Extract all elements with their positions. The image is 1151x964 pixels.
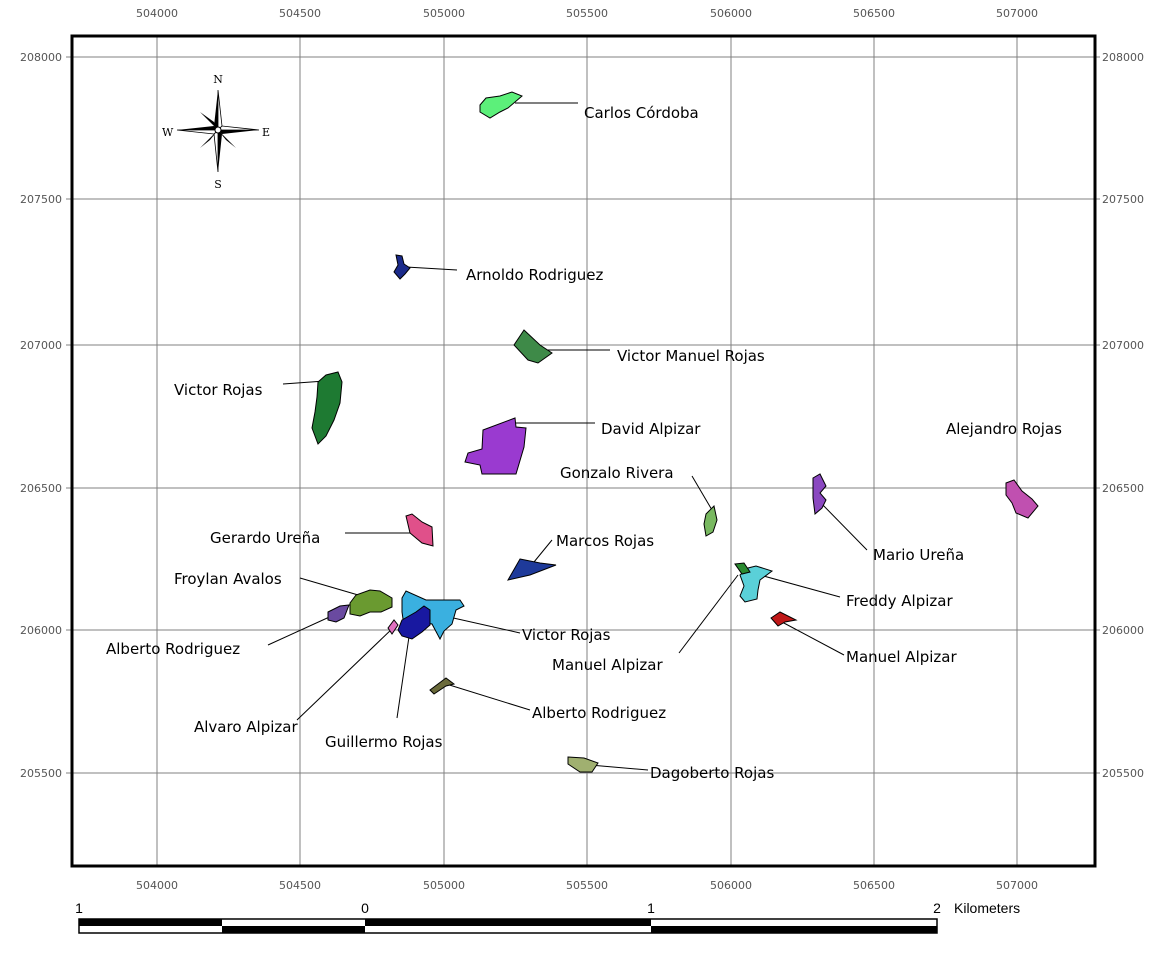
x-tick: 506000 bbox=[710, 879, 752, 892]
parcel-alberto-rodriguez-2[interactable] bbox=[429, 677, 456, 695]
y-tick: 205500 bbox=[20, 767, 62, 780]
scale-unit: Kilometers bbox=[954, 900, 1020, 916]
label-victor-rojas: Victor Rojas bbox=[174, 381, 263, 399]
scale-label: 1 bbox=[75, 900, 83, 916]
scale-label: 2 bbox=[933, 900, 941, 916]
parcel-freddy-alpizar[interactable] bbox=[739, 565, 774, 603]
y-ticks-left: 208000 207500 207000 206500 206000 20550… bbox=[20, 51, 62, 780]
parcel-mario-urena[interactable] bbox=[812, 473, 827, 515]
label-marcos-rojas: Marcos Rojas bbox=[556, 532, 654, 550]
label-mario-urena: Mario Ureña bbox=[873, 546, 964, 564]
y-tick: 207000 bbox=[1102, 339, 1144, 352]
scale-bar: 1 0 1 2 Kilometers bbox=[75, 900, 1020, 934]
compass-e: E bbox=[262, 126, 270, 139]
parcel-froylan-avalos[interactable] bbox=[349, 589, 393, 617]
label-victor-manuel-rojas: Victor Manuel Rojas bbox=[617, 347, 765, 365]
parcel-labels: Carlos Córdoba Arnoldo Rodriguez Victor … bbox=[106, 104, 1062, 782]
x-tick: 504000 bbox=[136, 879, 178, 892]
parcel-alejandro-rojas[interactable] bbox=[1005, 479, 1039, 519]
parcel-manuel-alpizar-2[interactable] bbox=[770, 611, 798, 627]
label-freddy-alpizar: Freddy Alpizar bbox=[846, 592, 953, 610]
parcel-david-alpizar[interactable] bbox=[464, 417, 527, 475]
x-tick: 504500 bbox=[279, 879, 321, 892]
x-tick: 507000 bbox=[996, 7, 1038, 20]
y-tick: 205500 bbox=[1102, 767, 1144, 780]
label-manuel-alpizar-2: Manuel Alpizar bbox=[846, 648, 957, 666]
x-tick: 507000 bbox=[996, 879, 1038, 892]
label-alejandro-rojas: Alejandro Rojas bbox=[946, 420, 1062, 438]
compass-n: N bbox=[213, 73, 223, 86]
y-tick: 207000 bbox=[20, 339, 62, 352]
parcels bbox=[311, 91, 1039, 773]
y-tick: 206000 bbox=[1102, 624, 1144, 637]
label-alberto-rodriguez-2: Alberto Rodriguez bbox=[532, 704, 666, 722]
label-gerardo-urena: Gerardo Ureña bbox=[210, 529, 320, 547]
x-tick: 504500 bbox=[279, 7, 321, 20]
parcel-guillermo-rojas[interactable] bbox=[397, 605, 431, 640]
y-tick: 207500 bbox=[20, 193, 62, 206]
label-dagoberto-rojas: Dagoberto Rojas bbox=[650, 764, 774, 782]
label-guillermo-rojas: Guillermo Rojas bbox=[325, 733, 443, 751]
x-tick: 505500 bbox=[566, 7, 608, 20]
y-tick: 206500 bbox=[1102, 482, 1144, 495]
label-victor-rojas-2: Victor Rojas bbox=[522, 626, 611, 644]
x-tick: 505000 bbox=[423, 7, 465, 20]
y-tick: 208000 bbox=[1102, 51, 1144, 64]
x-tick: 504000 bbox=[136, 7, 178, 20]
label-alvaro-alpizar: Alvaro Alpizar bbox=[194, 718, 298, 736]
label-froylan-avalos: Froylan Avalos bbox=[174, 570, 282, 588]
y-tick: 206500 bbox=[20, 482, 62, 495]
scale-label: 1 bbox=[647, 900, 655, 916]
parcel-carlos-cordoba[interactable] bbox=[479, 91, 523, 119]
parcel-dagoberto-rojas[interactable] bbox=[567, 756, 599, 773]
y-ticks-right: 208000 207500 207000 206500 206000 20550… bbox=[1102, 51, 1144, 780]
label-manuel-alpizar: Manuel Alpizar bbox=[552, 656, 663, 674]
compass-w: W bbox=[162, 126, 174, 139]
parcel-marcos-rojas[interactable] bbox=[507, 558, 557, 581]
map-frame bbox=[70, 34, 1097, 868]
parcel-alberto-rodriguez-1[interactable] bbox=[327, 604, 350, 623]
x-ticks-top: 504000 504500 505000 505500 506000 50650… bbox=[136, 7, 1038, 20]
parcel-manuel-alpizar-1[interactable] bbox=[734, 562, 751, 575]
compass-rose-icon: N S E W bbox=[162, 73, 270, 191]
label-david-alpizar: David Alpizar bbox=[601, 420, 701, 438]
x-ticks-bottom: 504000 504500 505000 505500 506000 50650… bbox=[136, 879, 1038, 892]
parcel-victor-rojas-1[interactable] bbox=[311, 371, 343, 445]
x-tick: 505500 bbox=[566, 879, 608, 892]
parcel-arnoldo-rodriguez[interactable] bbox=[393, 254, 411, 280]
leader-lines bbox=[267, 102, 868, 771]
grid bbox=[66, 36, 1100, 866]
parcel-alvaro-alpizar[interactable] bbox=[387, 619, 399, 635]
x-tick: 506500 bbox=[853, 879, 895, 892]
parcel-gerardo-urena[interactable] bbox=[405, 513, 434, 547]
parcel-gonzalo-rivera[interactable] bbox=[703, 504, 718, 537]
y-tick: 207500 bbox=[1102, 193, 1144, 206]
x-tick: 505000 bbox=[423, 879, 465, 892]
compass-s: S bbox=[214, 178, 222, 191]
label-carlos-cordoba: Carlos Córdoba bbox=[584, 104, 699, 122]
scale-label: 0 bbox=[361, 900, 369, 916]
label-arnoldo-rodriguez: Arnoldo Rodriguez bbox=[466, 266, 604, 284]
x-tick: 506000 bbox=[710, 7, 752, 20]
label-alberto-rodriguez: Alberto Rodriguez bbox=[106, 640, 240, 658]
y-tick: 208000 bbox=[20, 51, 62, 64]
label-gonzalo-rivera: Gonzalo Rivera bbox=[560, 464, 674, 482]
parcel-victor-manuel-rojas[interactable] bbox=[513, 329, 553, 364]
y-tick: 206000 bbox=[20, 624, 62, 637]
x-tick: 506500 bbox=[853, 7, 895, 20]
